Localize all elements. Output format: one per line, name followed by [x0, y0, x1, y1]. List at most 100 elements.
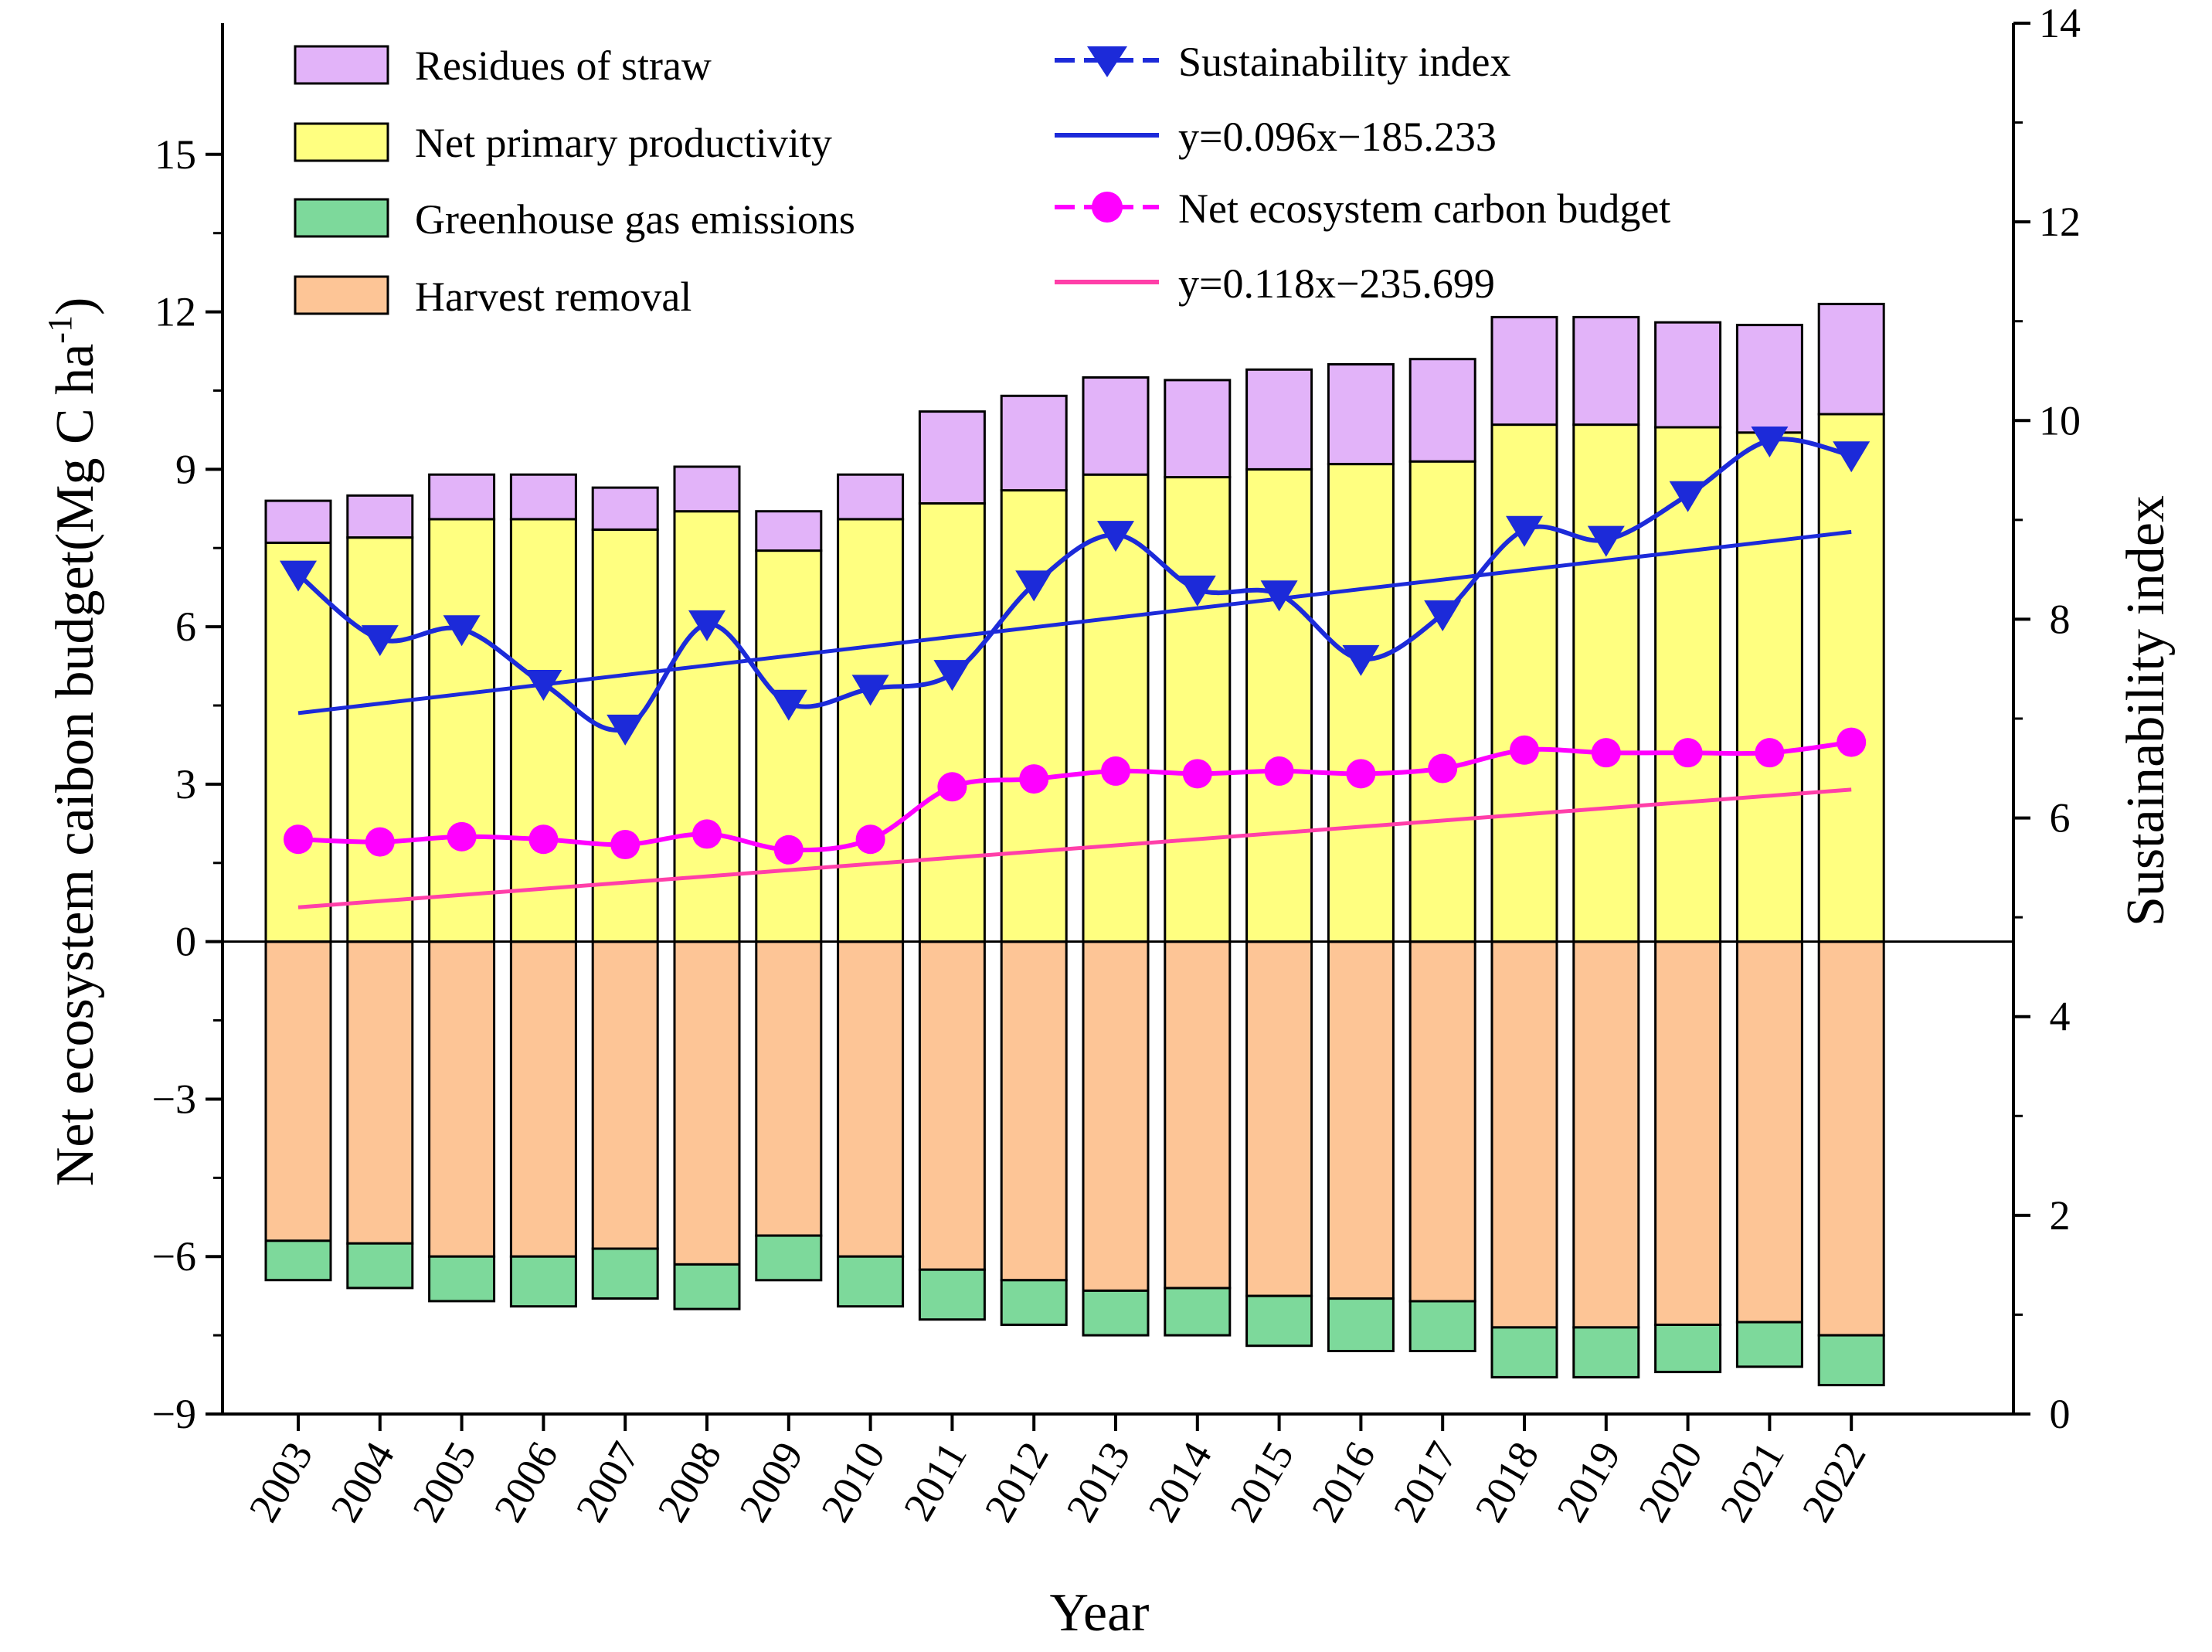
x-tick-label: 2007 — [567, 1434, 649, 1530]
bar-harvest-removal-2016 — [1327, 940, 1395, 1300]
bar-residues-of-straw-2003 — [264, 499, 332, 544]
y2-tick-label: 4 — [2050, 994, 2071, 1040]
legend-swatch-residues — [294, 45, 389, 85]
marker-sustainability-2008 — [688, 610, 725, 641]
marker-necb-2017 — [1428, 753, 1458, 784]
bar-harvest-removal-2005 — [428, 940, 496, 1258]
bar-net-primary-productivity-2016 — [1327, 463, 1395, 943]
y2-tick-label: 10 — [2039, 397, 2081, 444]
bar-harvest-removal-2006 — [509, 940, 577, 1258]
bar-residues-of-straw-2020 — [1654, 321, 1722, 429]
marker-sustainability-2017 — [1424, 600, 1462, 631]
bar-harvest-removal-2021 — [1735, 940, 1803, 1324]
marker-necb-2015 — [1264, 756, 1294, 786]
marker-sustainability-2021 — [1751, 427, 1789, 457]
legend-label-ghg: Greenhouse gas emissions — [415, 196, 855, 243]
bar-residues-of-straw-2011 — [918, 410, 986, 505]
legend-label-necb: Net ecosystem carbon budget — [1178, 185, 1670, 232]
bar-net-primary-productivity-2006 — [509, 518, 577, 943]
marker-necb-2005 — [447, 821, 477, 851]
x-tick-label: 2005 — [403, 1434, 485, 1530]
marker-sustainability-2020 — [1669, 481, 1707, 512]
x-tick-label: 2013 — [1057, 1434, 1139, 1530]
x-tick-label: 2020 — [1629, 1434, 1711, 1530]
bar-residues-of-straw-2017 — [1408, 358, 1476, 463]
marker-necb-2012 — [1019, 764, 1049, 794]
marker-necb-2011 — [937, 772, 967, 802]
marker-necb-2006 — [528, 824, 559, 855]
bar-residues-of-straw-2006 — [509, 473, 577, 521]
y2-tick-label: 14 — [2039, 0, 2081, 46]
marker-sustainability-2015 — [1260, 580, 1298, 612]
bar-greenhouse-gas-emissions-2007 — [591, 1247, 659, 1300]
y-tick-label: −6 — [152, 1233, 196, 1280]
bar-net-primary-productivity-2008 — [673, 510, 741, 943]
bar-greenhouse-gas-emissions-2015 — [1245, 1294, 1313, 1348]
bar-greenhouse-gas-emissions-2018 — [1490, 1326, 1558, 1378]
x-tick-label: 2015 — [1221, 1434, 1303, 1530]
bar-greenhouse-gas-emissions-2014 — [1164, 1287, 1232, 1337]
bar-greenhouse-gas-emissions-2021 — [1735, 1321, 1803, 1368]
y-axis-title: Net ecosystem caibon budget(Mg C ha-1) — [41, 297, 105, 1187]
bar-harvest-removal-2012 — [1000, 940, 1068, 1282]
bar-greenhouse-gas-emissions-2019 — [1572, 1326, 1640, 1378]
bar-greenhouse-gas-emissions-2012 — [1000, 1279, 1068, 1327]
marker-sustainability-2013 — [1097, 521, 1134, 552]
y-tick-label: −3 — [152, 1076, 196, 1122]
bar-harvest-removal-2010 — [837, 940, 905, 1258]
bar-greenhouse-gas-emissions-2003 — [264, 1239, 332, 1282]
marker-necb-2007 — [610, 830, 640, 860]
x-axis-title: Year — [1050, 1583, 1150, 1643]
bar-residues-of-straw-2005 — [428, 473, 496, 521]
bar-net-primary-productivity-2009 — [755, 549, 823, 943]
legend-label-residues: Residues of straw — [415, 42, 712, 89]
legend-marker-necb — [1092, 192, 1123, 223]
bar-net-primary-productivity-2019 — [1572, 423, 1640, 943]
bar-harvest-removal-2022 — [1817, 940, 1885, 1337]
y-tick-label: 3 — [175, 761, 196, 807]
marker-necb-2008 — [692, 819, 722, 849]
y-tick-label: 15 — [155, 131, 196, 178]
legend-label-trend-necb: y=0.118x−235.699 — [1178, 260, 1495, 307]
bar-residues-of-straw-2016 — [1327, 363, 1395, 466]
bar-harvest-removal-2014 — [1164, 940, 1232, 1290]
marker-sustainability-2004 — [361, 625, 399, 657]
marker-necb-2022 — [1837, 727, 1867, 757]
bar-harvest-removal-2017 — [1408, 940, 1476, 1303]
bar-harvest-removal-2018 — [1490, 940, 1558, 1329]
y-axis-title-main: Net ecosystem caibon budget(Mg C ha — [46, 344, 105, 1187]
bar-residues-of-straw-2022 — [1817, 302, 1885, 416]
bar-residues-of-straw-2018 — [1490, 315, 1558, 427]
bar-net-primary-productivity-2004 — [346, 536, 414, 943]
bar-net-primary-productivity-2022 — [1817, 413, 1885, 943]
y-tick-label: 0 — [175, 919, 196, 965]
trendline-necb — [297, 787, 1852, 909]
bar-net-primary-productivity-2017 — [1408, 460, 1476, 943]
bar-harvest-removal-2003 — [264, 940, 332, 1242]
marker-necb-2009 — [773, 834, 804, 865]
bar-residues-of-straw-2014 — [1164, 379, 1232, 479]
marker-sustainability-2009 — [770, 689, 807, 721]
x-tick-label: 2014 — [1139, 1434, 1221, 1530]
bar-harvest-removal-2020 — [1654, 940, 1722, 1326]
bar-net-primary-productivity-2003 — [264, 542, 332, 943]
y2-tick-label: 12 — [2039, 199, 2081, 245]
marker-sustainability-2012 — [1015, 570, 1053, 602]
y2-tick-label: 6 — [2050, 795, 2071, 841]
y-axis-title-close: ) — [46, 297, 105, 315]
legend-swatch-npp — [294, 122, 389, 162]
marker-sustainability-2011 — [933, 660, 971, 692]
bar-residues-of-straw-2013 — [1082, 376, 1150, 476]
series-line-layer — [280, 427, 1871, 865]
bar-net-primary-productivity-2014 — [1164, 476, 1232, 943]
marker-necb-2019 — [1591, 738, 1621, 768]
x-tick-label: 2019 — [1548, 1434, 1629, 1530]
bar-greenhouse-gas-emissions-2017 — [1408, 1300, 1476, 1352]
bar-harvest-removal-2013 — [1082, 940, 1150, 1292]
y2-axis-title: Sustainability index — [2116, 495, 2176, 926]
bar-greenhouse-gas-emissions-2011 — [918, 1268, 986, 1321]
bar-residues-of-straw-2007 — [591, 486, 659, 531]
bar-net-primary-productivity-2020 — [1654, 426, 1722, 943]
x-tick-label: 2016 — [1303, 1434, 1385, 1530]
marker-sustainability-2016 — [1342, 644, 1380, 676]
